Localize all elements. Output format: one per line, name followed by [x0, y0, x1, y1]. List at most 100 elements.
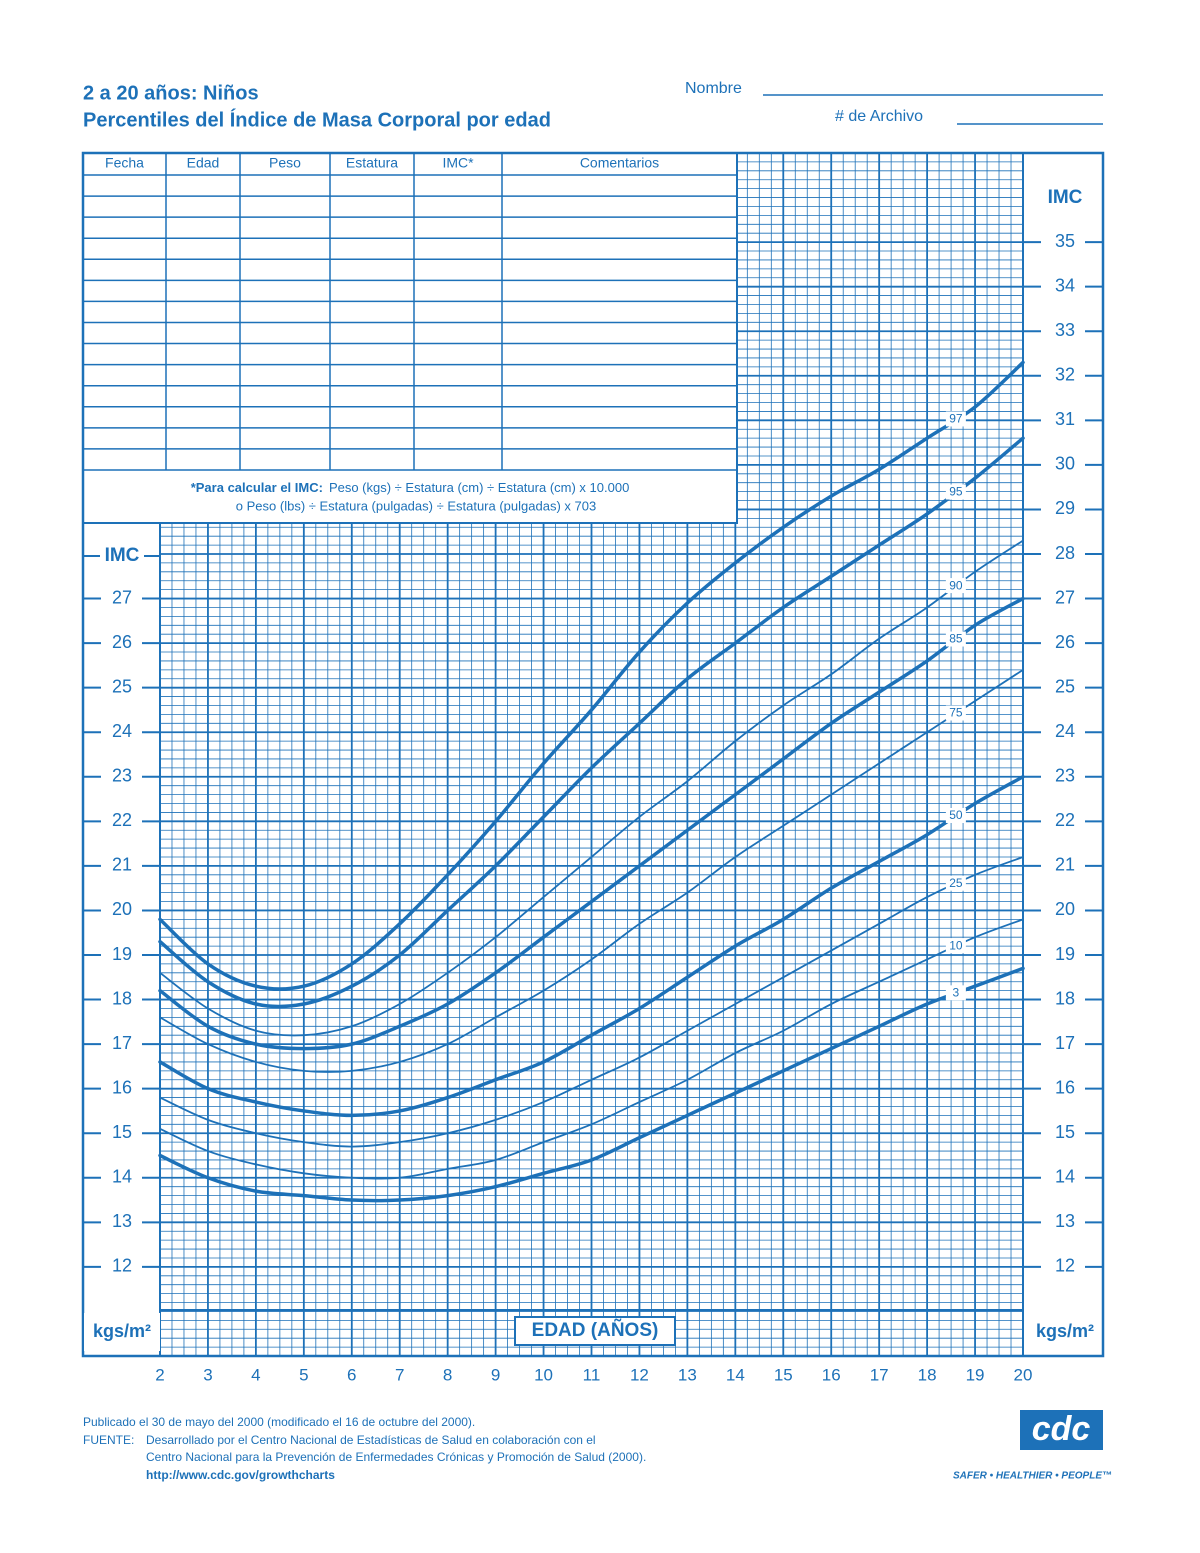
formula-text: Peso (kgs) ÷ Estatura (cm) ÷ Estatura (c… — [329, 480, 629, 495]
y-tick-label: 15 — [1055, 1122, 1075, 1142]
y-tick-label: 31 — [1055, 409, 1075, 429]
y-tick-label: 17 — [112, 1033, 132, 1053]
column-header: Comentarios — [580, 155, 659, 171]
column-header: Peso — [269, 155, 301, 171]
percentile-label-bg — [945, 985, 966, 1001]
y-tick-label: 21 — [112, 855, 132, 875]
source-label: FUENTE: — [83, 1433, 134, 1447]
y-tick-label: 22 — [1055, 810, 1075, 830]
y-tick-label: 26 — [1055, 632, 1075, 652]
percentile-label: 10 — [949, 938, 963, 952]
percentile-label-bg — [945, 875, 966, 891]
percentile-label: 50 — [949, 808, 963, 822]
x-tick-label: 3 — [203, 1365, 212, 1384]
percentile-curve — [159, 856, 1024, 1148]
y-tick-label: 18 — [1055, 988, 1075, 1008]
source-text: Centro Nacional para la Prevención de En… — [146, 1450, 646, 1464]
x-tick-label: 17 — [870, 1365, 889, 1384]
x-tick-label: 20 — [1014, 1365, 1033, 1384]
percentile-label-bg — [945, 484, 966, 500]
y-tick-label: 16 — [112, 1077, 132, 1097]
y-tick-label: 30 — [1055, 454, 1075, 474]
y-tick-label: 19 — [112, 944, 132, 964]
y-tick-label: 27 — [112, 587, 132, 607]
url: http://www.cdc.gov/growthcharts — [146, 1468, 335, 1482]
x-tick-label: 5 — [299, 1365, 308, 1384]
y-tick-label: 26 — [112, 632, 132, 652]
percentile-label: 75 — [949, 706, 963, 720]
curves: 97 95 90 85 75 50 25 10 3 — [158, 360, 1025, 1203]
y-tick-label: 24 — [1055, 721, 1075, 741]
percentile-label: 95 — [949, 485, 963, 499]
column-header: IMC* — [442, 155, 474, 171]
unit-label: kgs/m² — [93, 1321, 151, 1341]
x-tick-label: 12 — [630, 1365, 649, 1384]
percentile-label-bg — [945, 938, 966, 954]
y-tick-label: 15 — [112, 1122, 132, 1142]
name-label: Nombre — [685, 80, 742, 97]
source-text: Desarrollado por el Centro Nacional de E… — [146, 1433, 596, 1447]
percentile-label-bg — [945, 807, 966, 823]
percentile-label: 3 — [953, 985, 960, 999]
y-tick-label: 32 — [1055, 365, 1075, 385]
y-tick-label: 14 — [1055, 1167, 1075, 1187]
y-tick-label: 13 — [1055, 1211, 1075, 1231]
y-tick-label: 22 — [112, 810, 132, 830]
y-tick-label: 25 — [112, 676, 132, 696]
y-tick-label: 24 — [112, 721, 132, 741]
y-tick-label: 18 — [112, 988, 132, 1008]
y-tick-label: 34 — [1055, 275, 1075, 295]
percentile-curve — [158, 775, 1025, 1118]
x-axis-title: EDAD (AÑOS) — [532, 1319, 659, 1341]
file-label: # de Archivo — [835, 108, 923, 125]
percentile-label-bg — [945, 578, 966, 594]
slogan: SAFER • HEALTHIER • PEOPLE™ — [953, 1471, 1112, 1482]
formula-bold: *Para calcular el IMC: — [191, 480, 323, 495]
x-tick-label: 10 — [534, 1365, 553, 1384]
formula: o Peso (lbs) ÷ Estatura (pulgadas) ÷ Est… — [236, 498, 596, 513]
y-tick-label: 33 — [1055, 320, 1075, 340]
x-tick-label: 9 — [491, 1365, 500, 1384]
y-tick-label: 19 — [1055, 944, 1075, 964]
x-tick-label: 11 — [583, 1365, 601, 1384]
x-tick-label: 18 — [918, 1365, 937, 1384]
percentile-label: 90 — [949, 578, 963, 592]
y-tick-label: 27 — [1055, 587, 1075, 607]
subtitle: Percentiles del Índice de Masa Corporal … — [83, 108, 551, 131]
column-header: Estatura — [346, 155, 398, 171]
percentile-curve — [158, 360, 1025, 991]
y-tick-label: 21 — [1055, 855, 1075, 875]
y-tick-label: 16 — [1055, 1077, 1075, 1097]
x-tick-label: 14 — [726, 1365, 745, 1384]
x-tick-label: 19 — [966, 1365, 985, 1384]
percentile-curve — [159, 539, 1024, 1037]
frame — [81, 151, 1105, 1358]
unit-box — [84, 1313, 160, 1351]
y-tick-label: 14 — [112, 1167, 132, 1187]
axis-labels: 2 3 4 5 6 7 8 9 10 11 12 13 14 15 16 17 18 19 201212131314… — [83, 187, 1103, 1384]
x-tick-label: 15 — [774, 1365, 793, 1384]
y-tick-label: 12 — [1055, 1256, 1075, 1276]
x-tick-label: 4 — [251, 1365, 260, 1384]
column-header: Fecha — [105, 155, 144, 171]
x-title-box — [514, 1316, 676, 1346]
x-tick-label: 6 — [347, 1365, 356, 1384]
y-tick-label: 25 — [1055, 676, 1075, 696]
logo-box — [1020, 1410, 1103, 1450]
y-tick-label: 13 — [112, 1211, 132, 1231]
percentile-curve — [158, 966, 1025, 1203]
percentile-label: 85 — [949, 632, 963, 646]
formula: *Para calcular el IMC: Peso (kgs) ÷ Estat… — [191, 480, 630, 495]
column-header: Edad — [187, 155, 220, 171]
percentile-curve — [159, 918, 1024, 1180]
percentile-label-bg — [945, 411, 966, 427]
percentile-label: 25 — [949, 876, 963, 890]
y-tick-label: 28 — [1055, 543, 1075, 563]
percentile-label: 97 — [949, 412, 963, 426]
published-note: Publicado el 30 de mayo del 2000 (modifi… — [83, 1415, 475, 1429]
y-tick-label: 29 — [1055, 498, 1075, 518]
y-tick-label: 23 — [112, 766, 132, 786]
percentile-label-bg — [945, 631, 966, 647]
x-tick-label: 16 — [822, 1365, 841, 1384]
